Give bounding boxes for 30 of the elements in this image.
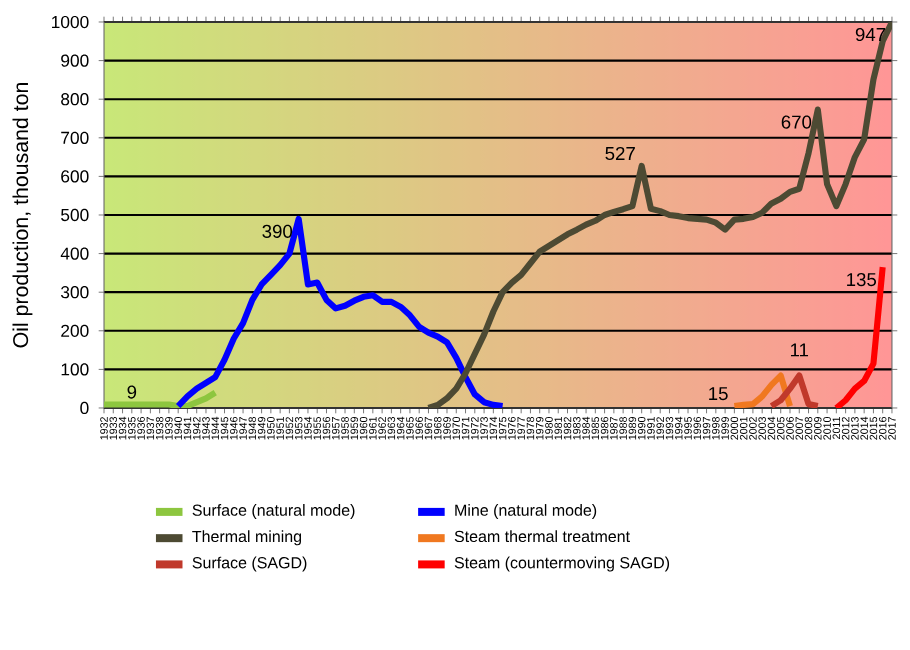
y-tick-label: 800 — [61, 93, 89, 106]
annotation: 390 — [262, 224, 293, 238]
y-tick-label: 100 — [61, 363, 89, 376]
legend-label: Steam (countermoving SAGD) — [454, 556, 670, 572]
line-series — [175, 215, 506, 408]
line-series — [425, 22, 892, 408]
legend-label: Mine (natural mode) — [455, 504, 597, 519]
y-tick-label: 700 — [61, 131, 89, 144]
y-tick-label: 600 — [61, 170, 89, 183]
legend-label: Surface (SAGD) — [192, 556, 307, 572]
y-tick-label: 400 — [60, 247, 89, 260]
annotation: 11 — [791, 343, 809, 357]
y-axis-title: Oil production, thousand ton — [12, 82, 33, 348]
y-tick-label: 300 — [61, 286, 89, 299]
y-tick-label: 200 — [61, 324, 89, 337]
annotation: 670 — [781, 115, 812, 129]
y-tick-label: 500 — [61, 208, 89, 222]
line-series — [731, 372, 794, 408]
legend-label: Steam thermal treatment — [454, 530, 630, 543]
line-series — [833, 264, 886, 408]
y-tick-label: 900 — [61, 54, 89, 67]
annotation: 9 — [127, 385, 137, 399]
legend-label: Thermal mining — [192, 530, 302, 546]
y-tick-label: 0 — [80, 401, 89, 415]
legend-label: Surface (natural mode) — [192, 504, 355, 519]
y-tick-label: 1000 — [52, 15, 89, 29]
annotation: 15 — [709, 387, 728, 401]
annotation: 527 — [605, 146, 635, 161]
line-series — [768, 372, 821, 408]
annotation: 135 — [847, 272, 877, 287]
